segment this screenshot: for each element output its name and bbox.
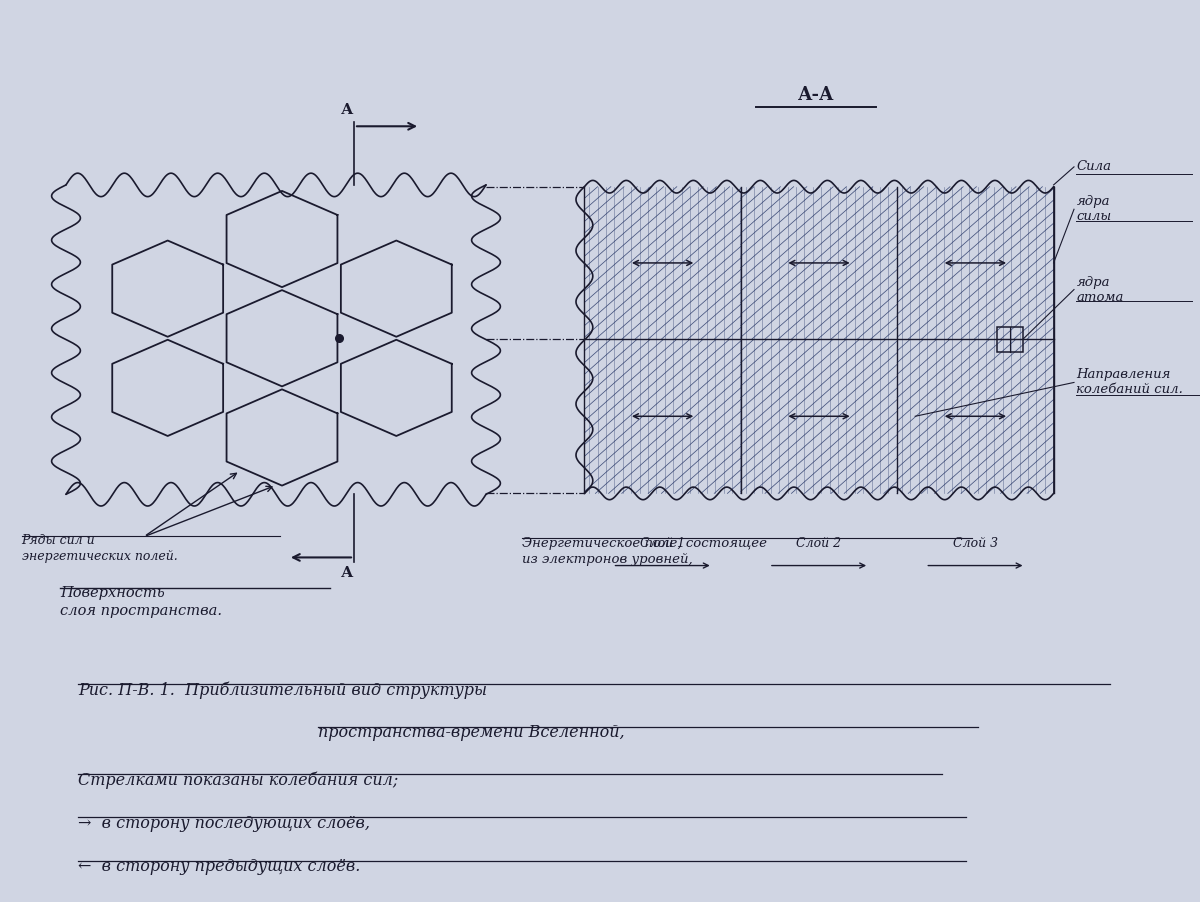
Text: →  в сторону последующих слоёв,: → в сторону последующих слоёв,	[78, 815, 370, 832]
Text: А: А	[341, 103, 353, 117]
Text: Рис. П-В. 1.  Приблизительный вид структуры: Рис. П-В. 1. Приблизительный вид структу…	[78, 681, 487, 698]
Text: Сила: Сила	[1076, 161, 1111, 173]
Text: А: А	[341, 566, 353, 581]
Text: Энергетическое поле, состоящее
из электронов уровней,: Энергетическое поле, состоящее из электр…	[522, 537, 767, 566]
Text: пространства-времени Вселенной,: пространства-времени Вселенной,	[318, 724, 625, 741]
Text: ядра
силы: ядра силы	[1076, 195, 1111, 224]
Text: Слой 3: Слой 3	[953, 537, 998, 549]
Text: Поверхность
слоя пространства.: Поверхность слоя пространства.	[60, 586, 222, 618]
Text: А-А: А-А	[798, 86, 834, 104]
Text: Ряды сил и
энергетических полей.: Ряды сил и энергетических полей.	[22, 534, 178, 563]
Text: Слой 2: Слой 2	[797, 537, 841, 549]
Text: ←  в сторону предыдущих слоёв.: ← в сторону предыдущих слоёв.	[78, 858, 360, 875]
Text: Направления
колебаний сил.: Направления колебаний сил.	[1076, 368, 1183, 397]
Text: Стрелками показаны колебания сил;: Стрелками показаны колебания сил;	[78, 771, 398, 788]
Text: Слой 1: Слой 1	[640, 537, 685, 549]
Text: ядра
атома: ядра атома	[1076, 275, 1123, 304]
